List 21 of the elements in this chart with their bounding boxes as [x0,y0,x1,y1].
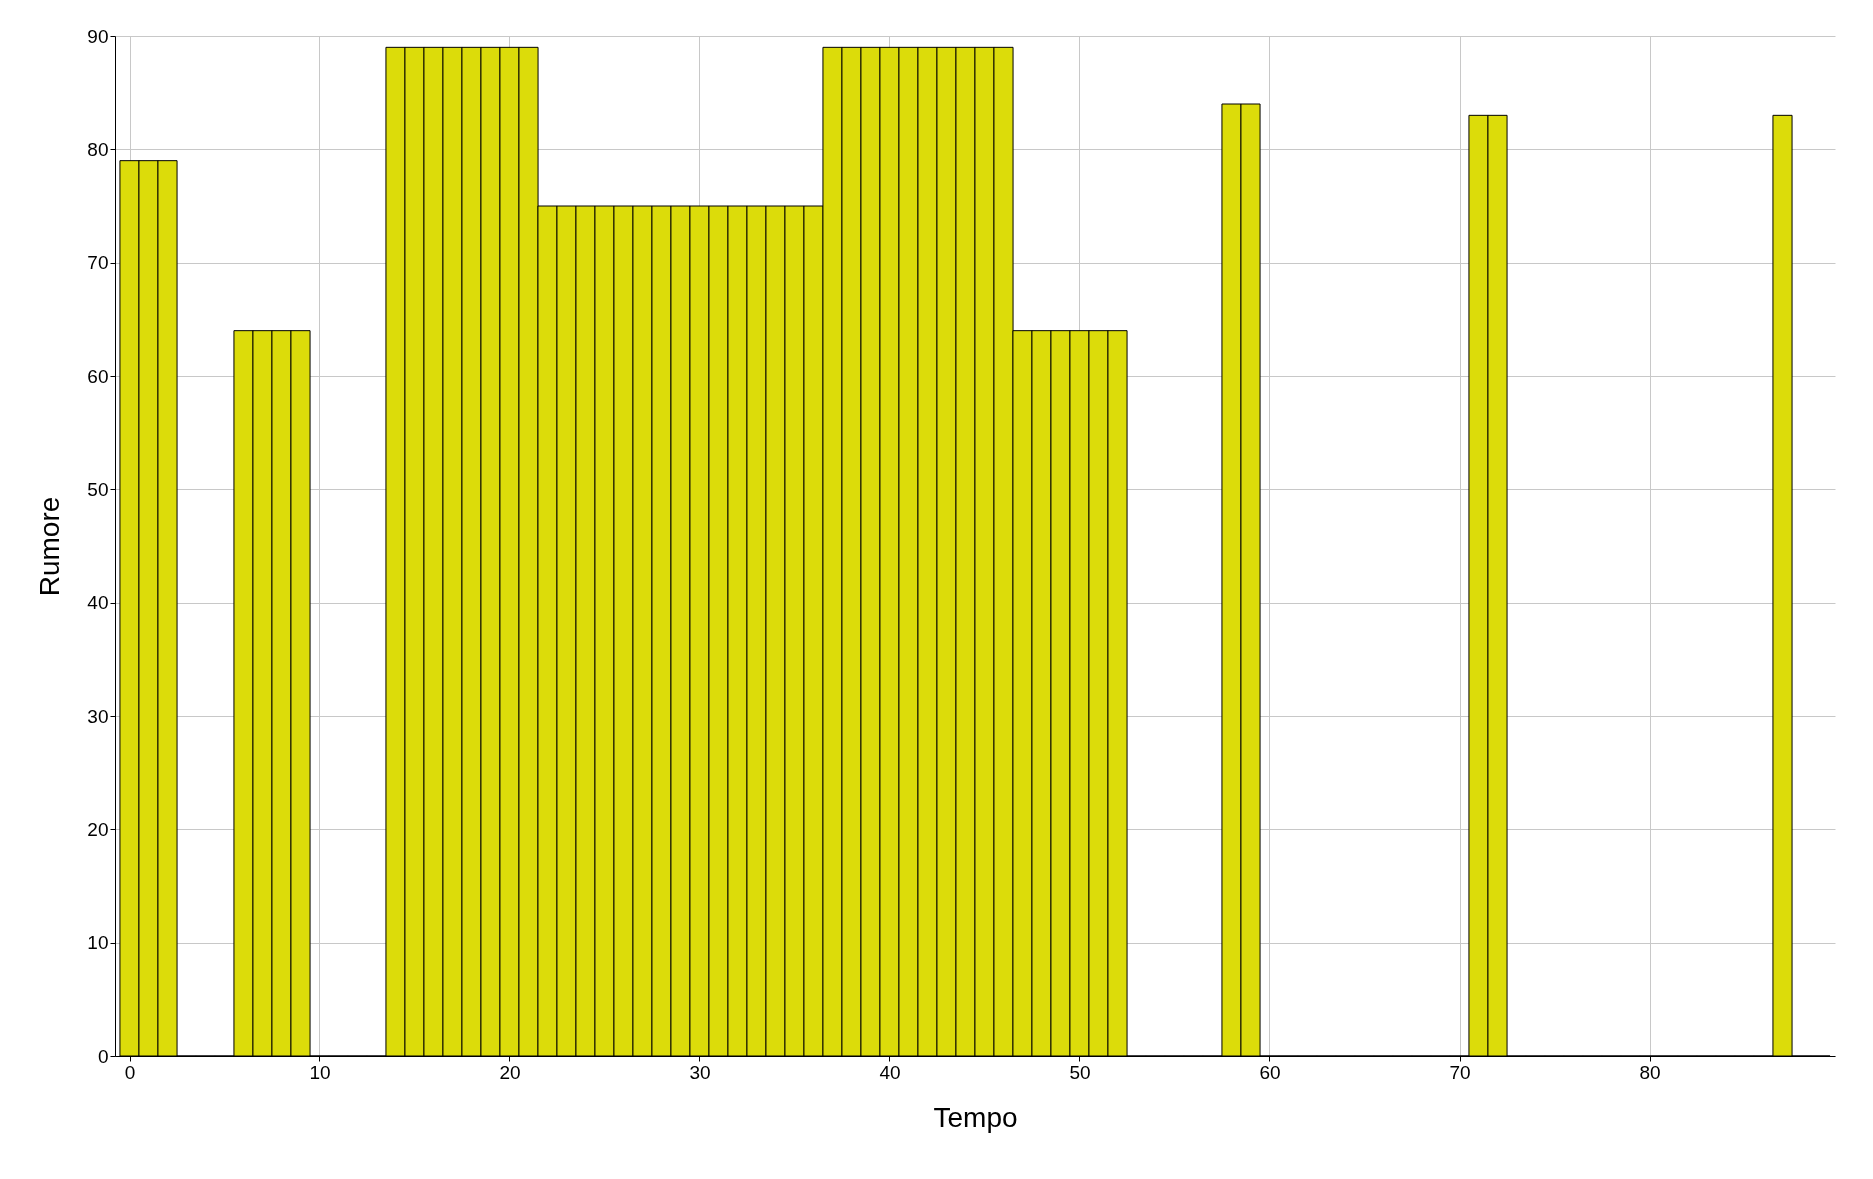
y-tick-label: 30 [87,705,109,727]
x-tick-label: 40 [879,1061,901,1083]
x-tick-label: 0 [124,1061,136,1083]
x-tick-label: 80 [1639,1061,1661,1083]
x-tick-label: 70 [1449,1061,1471,1083]
x-tick-label: 60 [1259,1061,1281,1083]
y-tick-label: 20 [87,818,109,840]
y-tick-label: 70 [87,252,109,274]
y-tick-label: 50 [87,478,109,500]
y-tick-label: 40 [87,592,109,614]
x-tick-label: 20 [499,1061,521,1083]
y-tick-label: 60 [87,365,109,387]
x-tick-label: 10 [309,1061,331,1083]
x-tick-label: 30 [689,1061,711,1083]
x-tick-label: 50 [1069,1061,1091,1083]
y-tick-label: 90 [87,25,109,47]
y-tick-label: 80 [87,138,109,160]
y-axis-title: Rumore [34,496,66,597]
y-tick-label: 10 [87,932,109,954]
x-axis-title: Tempo [933,1101,1018,1133]
y-tick-label: 0 [97,1045,109,1067]
